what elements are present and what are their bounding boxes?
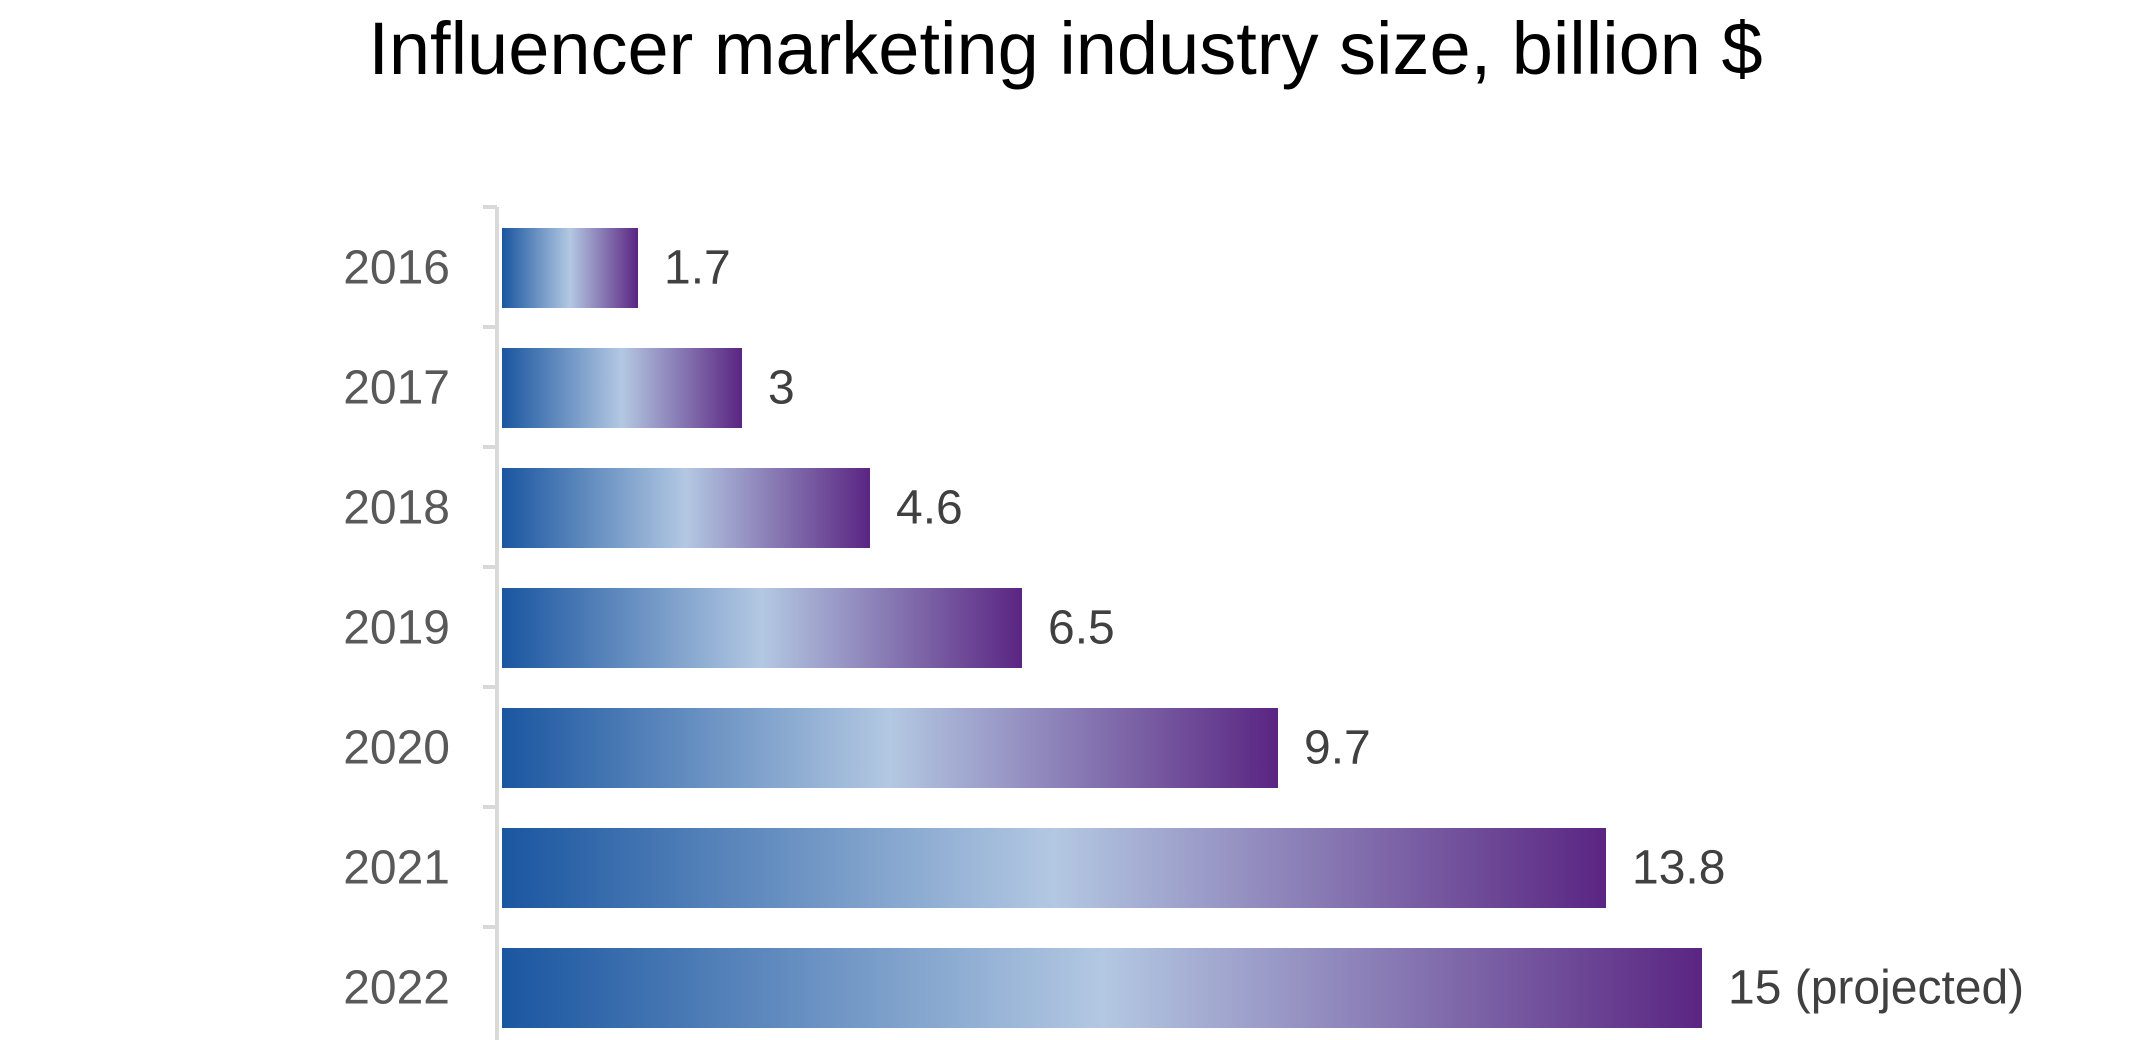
bar-2017 bbox=[502, 348, 742, 428]
bar-2022 bbox=[502, 948, 1702, 1028]
category-label-2019: 2019 bbox=[343, 602, 450, 655]
category-label-2022: 2022 bbox=[343, 962, 450, 1015]
value-label-2021: 13.8 bbox=[1632, 842, 1725, 895]
category-label-2020: 2020 bbox=[343, 722, 450, 775]
value-label-2017: 3 bbox=[768, 362, 795, 415]
value-label-2019: 6.5 bbox=[1048, 602, 1115, 655]
category-labels: 2016 2017 2018 2019 2020 2021 2022 bbox=[343, 242, 450, 1015]
bar-2020 bbox=[502, 708, 1278, 788]
bar-2019 bbox=[502, 588, 1022, 668]
chart-title: Influencer marketing industry size, bill… bbox=[368, 7, 1763, 90]
value-label-2020: 9.7 bbox=[1304, 722, 1371, 775]
category-label-2016: 2016 bbox=[343, 242, 450, 295]
value-label-2018: 4.6 bbox=[896, 482, 963, 535]
value-labels: 1.7 3 4.6 6.5 9.7 13.8 15 (projected) bbox=[664, 242, 2024, 1015]
value-label-2022: 15 (projected) bbox=[1728, 962, 2024, 1015]
category-label-2017: 2017 bbox=[343, 362, 450, 415]
category-label-2021: 2021 bbox=[343, 842, 450, 895]
bar-2016 bbox=[502, 228, 638, 308]
bars bbox=[502, 228, 1702, 1028]
bar-2021 bbox=[502, 828, 1606, 908]
y-axis bbox=[483, 205, 499, 1040]
bar-2018 bbox=[502, 468, 870, 548]
category-label-2018: 2018 bbox=[343, 482, 450, 535]
value-label-2016: 1.7 bbox=[664, 242, 731, 295]
